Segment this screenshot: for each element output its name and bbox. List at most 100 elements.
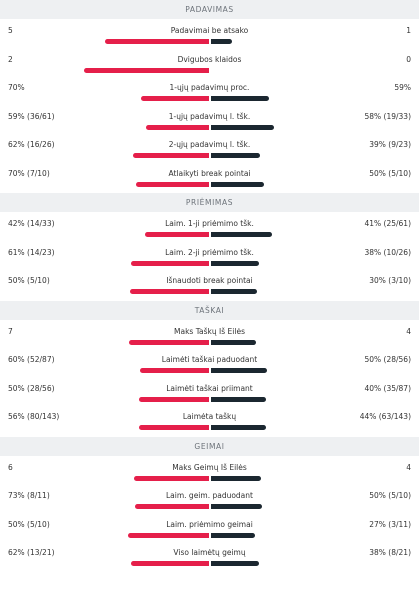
player2-value: 38% (10/26) [364,247,411,257]
stat-label: Maks Taškų Iš Eilės [174,326,245,336]
stat-label: Laimėti taškai paduodant [161,355,258,364]
player1-value: 42% (14/33) [8,219,55,228]
player1-value: 60% (52/87) [8,355,55,364]
stat-row: 62% (13/21) Viso laimėtų geimų 38% (8/21) [0,544,419,573]
player2-bar [210,425,266,430]
stat-label: Padavimai be atsako [170,26,249,35]
player2-value: 41% (25/61) [364,219,411,228]
section-header-geimai: GEIMAI [0,436,419,456]
stat-row: 42% (14/33) Laim. 1-ji priėmimo tšk. 41% (… [0,215,419,244]
player1-value: 56% (80/143) [8,412,60,421]
player2-bar [210,289,257,294]
player1-bar [138,425,209,430]
player1-value: 50% (28/56) [8,383,55,393]
stat-row: 6 Maks Geimų Iš Eilės 4 [0,459,419,488]
player1-value: 73% (8/11) [8,491,50,500]
stat-row: 5 Padavimai be atsako 1 [0,22,419,51]
stat-row: 70% (7/10) Atlaikyti break pointai 50% (5/… [0,165,419,194]
player1-value: 5 [8,26,13,35]
player2-bar [210,124,274,130]
stat-label: 2-ųjų padavimų l. tšk. [168,140,251,149]
player2-bar [210,475,261,481]
player1-bar [145,124,209,130]
player2-value: 39% (9/23) [369,140,411,149]
stat-label: Laim. priėmimo geimai [166,519,253,529]
stat-row: 59% (36/61) 1-ųjų padavimų l. tšk. 58% (19… [0,108,419,137]
stat-row: 62% (16/26) 2-ųjų padavimų l. tšk. 39% (9/… [0,136,419,165]
player1-bar [134,504,209,509]
player1-bar [128,339,209,345]
player2-bar [210,39,232,44]
player1-bar [129,289,209,294]
player1-value: 6 [8,462,13,472]
player2-bar [210,368,267,373]
stat-row: 56% (80/143) Laimėta taškų 44% (63/143) [0,408,419,437]
stat-label: Dvigubos klaidos [177,54,242,64]
player1-bar [130,561,209,566]
player1-value: 50% (5/10) [8,519,50,529]
stat-label: Laim. 2-ji priėmimo tšk. [165,247,254,257]
player2-value: 50% (28/56) [364,355,411,364]
player2-value: 4 [406,462,411,472]
player1-value: 61% (14/23) [8,247,55,257]
match-statistics: PADAVIMAS 5 Padavimai be atsako 1 2 Dvigubos … [0,0,419,573]
stat-row: 2 Dvigubos klaidos 0 [0,51,419,80]
player2-bar [210,396,266,402]
stat-label: Maks Geimų Iš Eilės [172,462,247,472]
player1-value: 7 [8,326,13,336]
player2-bar [210,260,259,266]
player1-bar [130,260,209,266]
player1-value: 50% (5/10) [8,276,50,285]
stat-row: 73% (8/11) Laim. geim. paduodant 50% (5/10… [0,487,419,516]
stat-row: 70% 1-ųjų padavimų proc. 59% [0,79,419,108]
player1-bar [132,153,209,158]
player1-value: 62% (16/26) [8,140,55,149]
stat-row: 50% (28/56) Laimėti taškai priimant 40% (3… [0,380,419,409]
stat-label: Laimėta taškų [182,412,237,421]
section-header-priėmimas: PRIĖMIMAS [0,193,419,212]
player2-value: 44% (63/143) [359,412,411,421]
section-header-taškai: TAŠKAI [0,300,419,320]
player2-bar [210,153,260,158]
player1-bar [135,181,209,187]
player2-value: 58% (19/33) [364,111,411,121]
player2-bar [210,532,255,538]
player2-value: 4 [406,326,411,336]
player2-value: 1 [406,26,411,35]
player2-bar [210,232,272,237]
player2-value: 0 [406,54,411,64]
player2-value: 40% (35/87) [364,383,411,393]
player1-bar [138,396,209,402]
section-header-padavimas: PADAVIMAS [0,0,419,19]
stat-row: 61% (14/23) Laim. 2-ji priėmimo tšk. 38% (… [0,244,419,273]
player1-value: 62% (13/21) [8,548,55,557]
player1-value: 70% (7/10) [8,168,50,178]
stat-row: 7 Maks Taškų Iš Eilės 4 [0,323,419,352]
player2-bar [210,339,256,345]
player2-bar [210,181,264,187]
player1-bar [127,532,209,538]
stat-label: Laimėti taškai priimant [166,383,253,393]
player2-value: 38% (8/21) [369,548,411,557]
player1-bar [140,96,209,101]
stat-row: 50% (5/10) Laim. priėmimo geimai 27% (3/11… [0,516,419,545]
player2-bar [210,561,259,566]
stat-label: Laim. geim. paduodant [166,491,253,500]
stat-label: Atlaikyti break pointai [168,168,251,178]
stat-label: Išnaudoti break pointai [166,276,253,285]
player2-value: 50% (5/10) [369,168,411,178]
player2-bar [210,504,262,509]
player1-bar [139,368,209,373]
player2-bar [210,96,269,101]
stat-label: 1-ųjų padavimų l. tšk. [168,111,251,121]
player1-value: 70% [8,83,25,92]
player2-value: 30% (3/10) [369,276,411,285]
player2-value: 27% (3/11) [369,519,411,529]
player1-bar [104,39,209,44]
stat-row: 50% (5/10) Išnaudoti break pointai 30% (3/… [0,272,419,301]
player2-value: 59% [394,83,411,92]
player2-value: 50% (5/10) [369,491,411,500]
player1-bar [133,475,209,481]
player1-value: 2 [8,54,13,64]
player1-bar [83,67,209,73]
